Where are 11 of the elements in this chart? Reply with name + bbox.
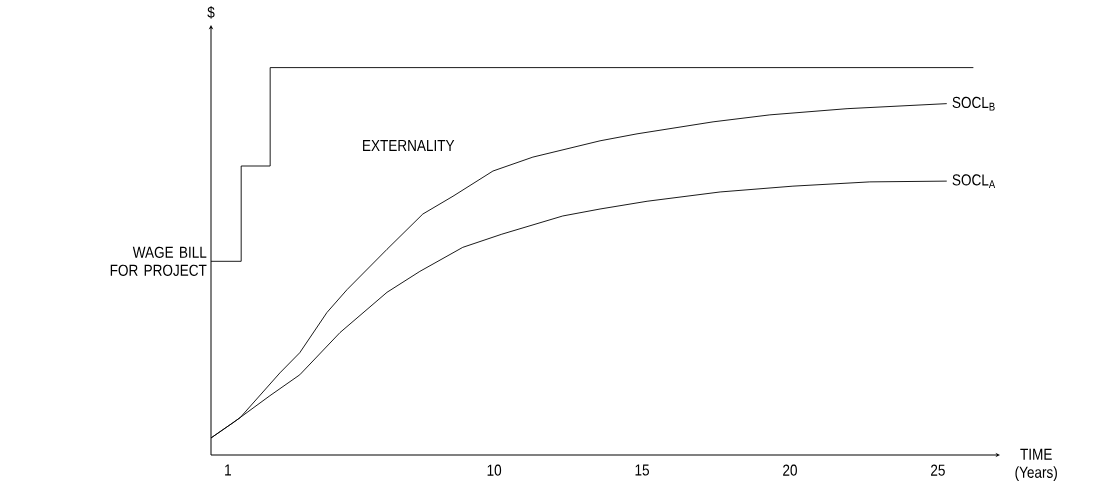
annotation: EXTERNALITY <box>363 139 455 151</box>
series-label: SOCL$_{B}$ <box>952 96 995 111</box>
y-axis-title: $ <box>207 5 215 19</box>
x-tick-label: 20 <box>783 464 797 476</box>
x-tick-label: 15 <box>635 464 650 476</box>
x-tick-label: 10 <box>487 464 502 476</box>
annotation: WAGE BILL FOR PROJECT <box>110 246 207 276</box>
x-tick-label: 1 <box>225 464 231 476</box>
x-tick-label: 25 <box>931 464 945 476</box>
series-label: SOCL$_{A}$ <box>952 174 996 188</box>
x-axis-title: TIME (Years) <box>1015 448 1057 482</box>
